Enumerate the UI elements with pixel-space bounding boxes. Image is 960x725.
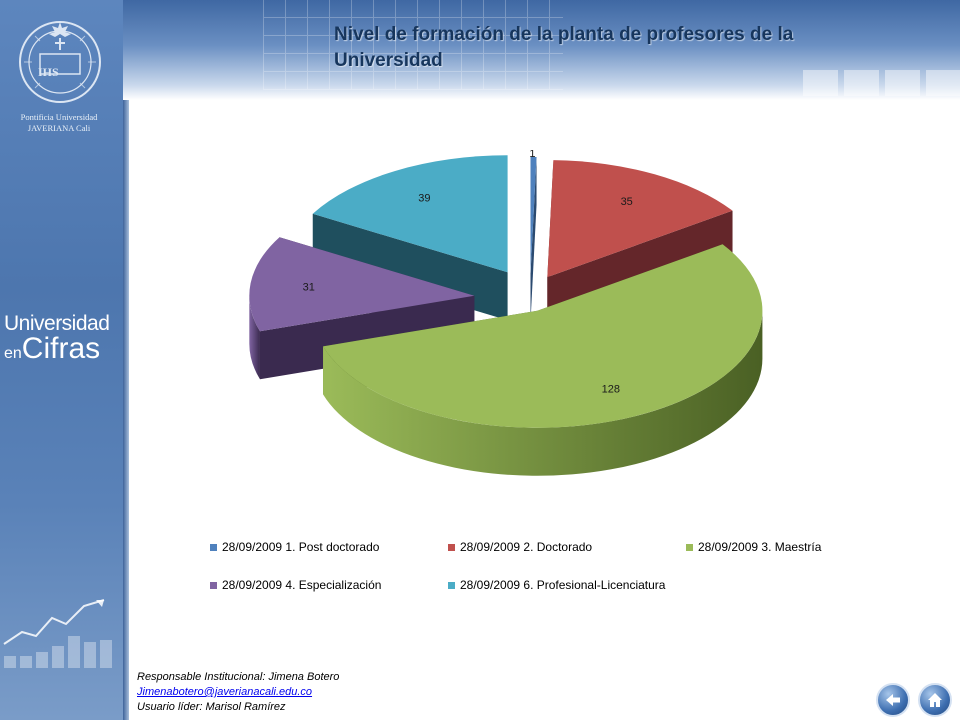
page-title: Nivel de formación de la planta de profe… (334, 24, 794, 71)
pie-slice-3 (323, 244, 763, 476)
data-label-1: 1 (529, 150, 535, 160)
slice-top (323, 244, 763, 428)
back-arrow-icon (886, 694, 900, 706)
slice-top (312, 155, 508, 273)
slice-top (547, 160, 733, 278)
legend-swatch (448, 581, 455, 589)
brand-line-2-prefix: en (4, 345, 22, 362)
brand-line-2: enCifras (0, 332, 123, 366)
brand-universidad-en-cifras: Universidad enCifras (0, 312, 123, 366)
footer-usuario: Usuario líder: Marisol Ramírez (137, 701, 286, 713)
slice-top (249, 237, 475, 332)
footer-email-link[interactable]: Jimenabotero@javerianacali.edu.co (137, 686, 313, 698)
legend-swatch (210, 581, 217, 589)
legend-label: 28/09/2009 4. Especialización (222, 578, 382, 592)
chart-legend: 28/09/2009 1. Post doctorado 28/09/2009 2… (210, 540, 850, 600)
header-banner (123, 0, 960, 100)
pie-chart: 1 35 128 31 39 (249, 150, 763, 476)
pie-slice-4 (249, 237, 475, 380)
home-icon (928, 693, 942, 707)
legend-item-3: 28/09/2009 3. Maestría (686, 540, 821, 554)
legend-item-2: 28/09/2009 2. Doctorado (448, 540, 592, 554)
university-logo (10, 14, 110, 144)
brand-line-1: Universidad (4, 312, 110, 335)
legend-item-1: 28/09/2009 1. Post doctorado (210, 540, 379, 554)
data-label-2: 35 (621, 196, 633, 208)
brand-line-2-word: Cifras (21, 332, 101, 365)
logo-monogram: IHS (38, 65, 59, 79)
slice-outer-wall (249, 295, 260, 380)
home-button[interactable] (918, 683, 952, 717)
slice-top (530, 157, 537, 275)
data-label-3: 128 (602, 383, 620, 395)
logo-text: Pontificia Universidad JAVERIANA Cali (20, 112, 98, 133)
footer-credits: Responsable Institucional: Jimena Botero… (137, 670, 339, 715)
header-grid-decoration (263, 0, 563, 90)
legend-label: 28/09/2009 1. Post doctorado (222, 540, 380, 554)
legend-item-4: 28/09/2009 4. Especialización (210, 578, 381, 592)
legend-label: 28/09/2009 3. Maestría (698, 540, 822, 554)
data-label-4: 31 (303, 281, 315, 293)
sidebar-edge (123, 0, 129, 720)
legend-swatch (448, 543, 455, 551)
legend-swatch (686, 543, 693, 551)
header-blocks-decoration (803, 70, 960, 96)
growth-graphic (0, 596, 123, 720)
legend-item-5: 28/09/2009 6. Profesional-Licenciatura (448, 578, 665, 592)
data-label-5: 39 (418, 192, 430, 204)
legend-label: 28/09/2009 2. Doctorado (460, 540, 593, 554)
footer-responsable: Responsable Institucional: Jimena Botero (137, 671, 340, 683)
legend-label: 28/09/2009 6. Profesional-Licenciatura (460, 578, 666, 592)
slice-outer-wall (323, 310, 763, 476)
legend-swatch (210, 543, 217, 551)
back-button[interactable] (876, 683, 910, 717)
sidebar: IHS Pontificia Universidad JAVERIANA Cal… (0, 0, 123, 720)
pie-slice-1 (530, 157, 537, 323)
slice-side-wall (530, 157, 537, 323)
